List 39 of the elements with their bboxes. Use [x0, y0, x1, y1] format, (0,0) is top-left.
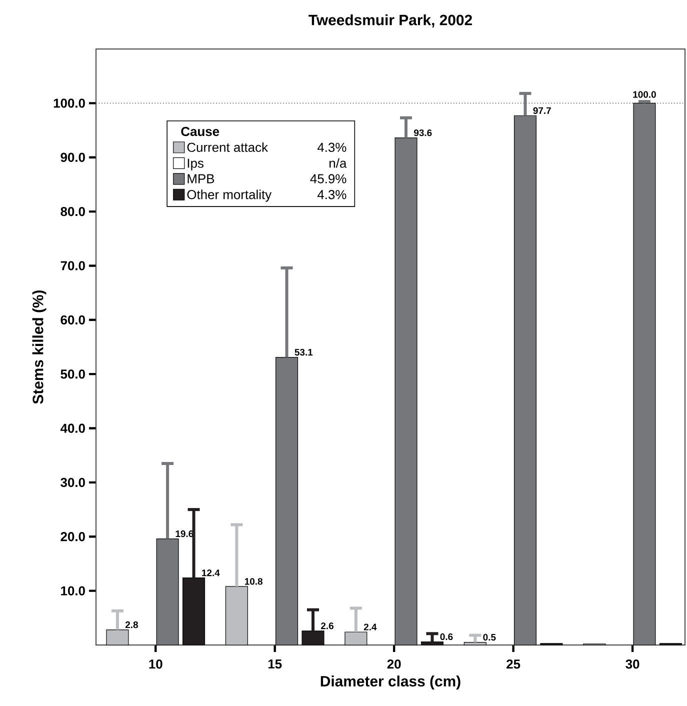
y-tick-label: 10.0 [61, 586, 85, 596]
chart-title: Tweedsmuir Park, 2002 [308, 14, 472, 28]
y-axis-title: Stems killed (%) [32, 290, 46, 404]
data-label: 0.6 [440, 633, 453, 640]
y-tick-label: 100.0 [54, 98, 85, 108]
y-tick-label: 40.0 [60, 424, 85, 433]
y-tick-label: 50.0 [60, 370, 85, 379]
x-axis-title: Diameter class (cm) [320, 676, 460, 690]
data-label: 2.6 [321, 622, 334, 630]
legend-title: Cause [181, 126, 220, 136]
data-label: 12.4 [202, 570, 220, 576]
y-tick-label: 90.0 [60, 152, 85, 162]
legend-label: Ips [188, 158, 204, 170]
x-tick-label: 30 [626, 660, 640, 669]
x-tick-label: 25 [506, 660, 520, 669]
x-tick-label: 20 [387, 660, 401, 669]
y-tick-label: 80.0 [60, 206, 85, 216]
data-label: 97.7 [533, 107, 551, 114]
data-label: 0.5 [483, 634, 496, 641]
legend-label: Other mortality [187, 190, 272, 202]
data-label: 100.0 [633, 91, 656, 98]
y-tick-label: 70.0 [60, 261, 85, 270]
data-label: 53.1 [294, 348, 313, 356]
data-label: 19.6 [176, 530, 194, 538]
x-tick-label: 10 [149, 660, 162, 669]
y-tick-label: 30.0 [60, 478, 85, 488]
data-label: 2.4 [364, 624, 377, 630]
data-label: 93.6 [414, 129, 432, 136]
data-label: 10.8 [244, 578, 262, 585]
x-tick-label: 15 [268, 660, 282, 669]
y-tick-label: 20.0 [60, 532, 85, 542]
annotation: 45.9% [310, 174, 346, 184]
annotation: 4.3% [317, 190, 346, 200]
annotation: 4.3% [317, 142, 346, 152]
legend-label: MPB [188, 174, 214, 184]
data-label: 2.8 [125, 621, 138, 628]
legend-label: Current attack [187, 142, 268, 152]
y-tick-label: 60.0 [60, 315, 85, 324]
annotation: n/a [330, 158, 347, 168]
